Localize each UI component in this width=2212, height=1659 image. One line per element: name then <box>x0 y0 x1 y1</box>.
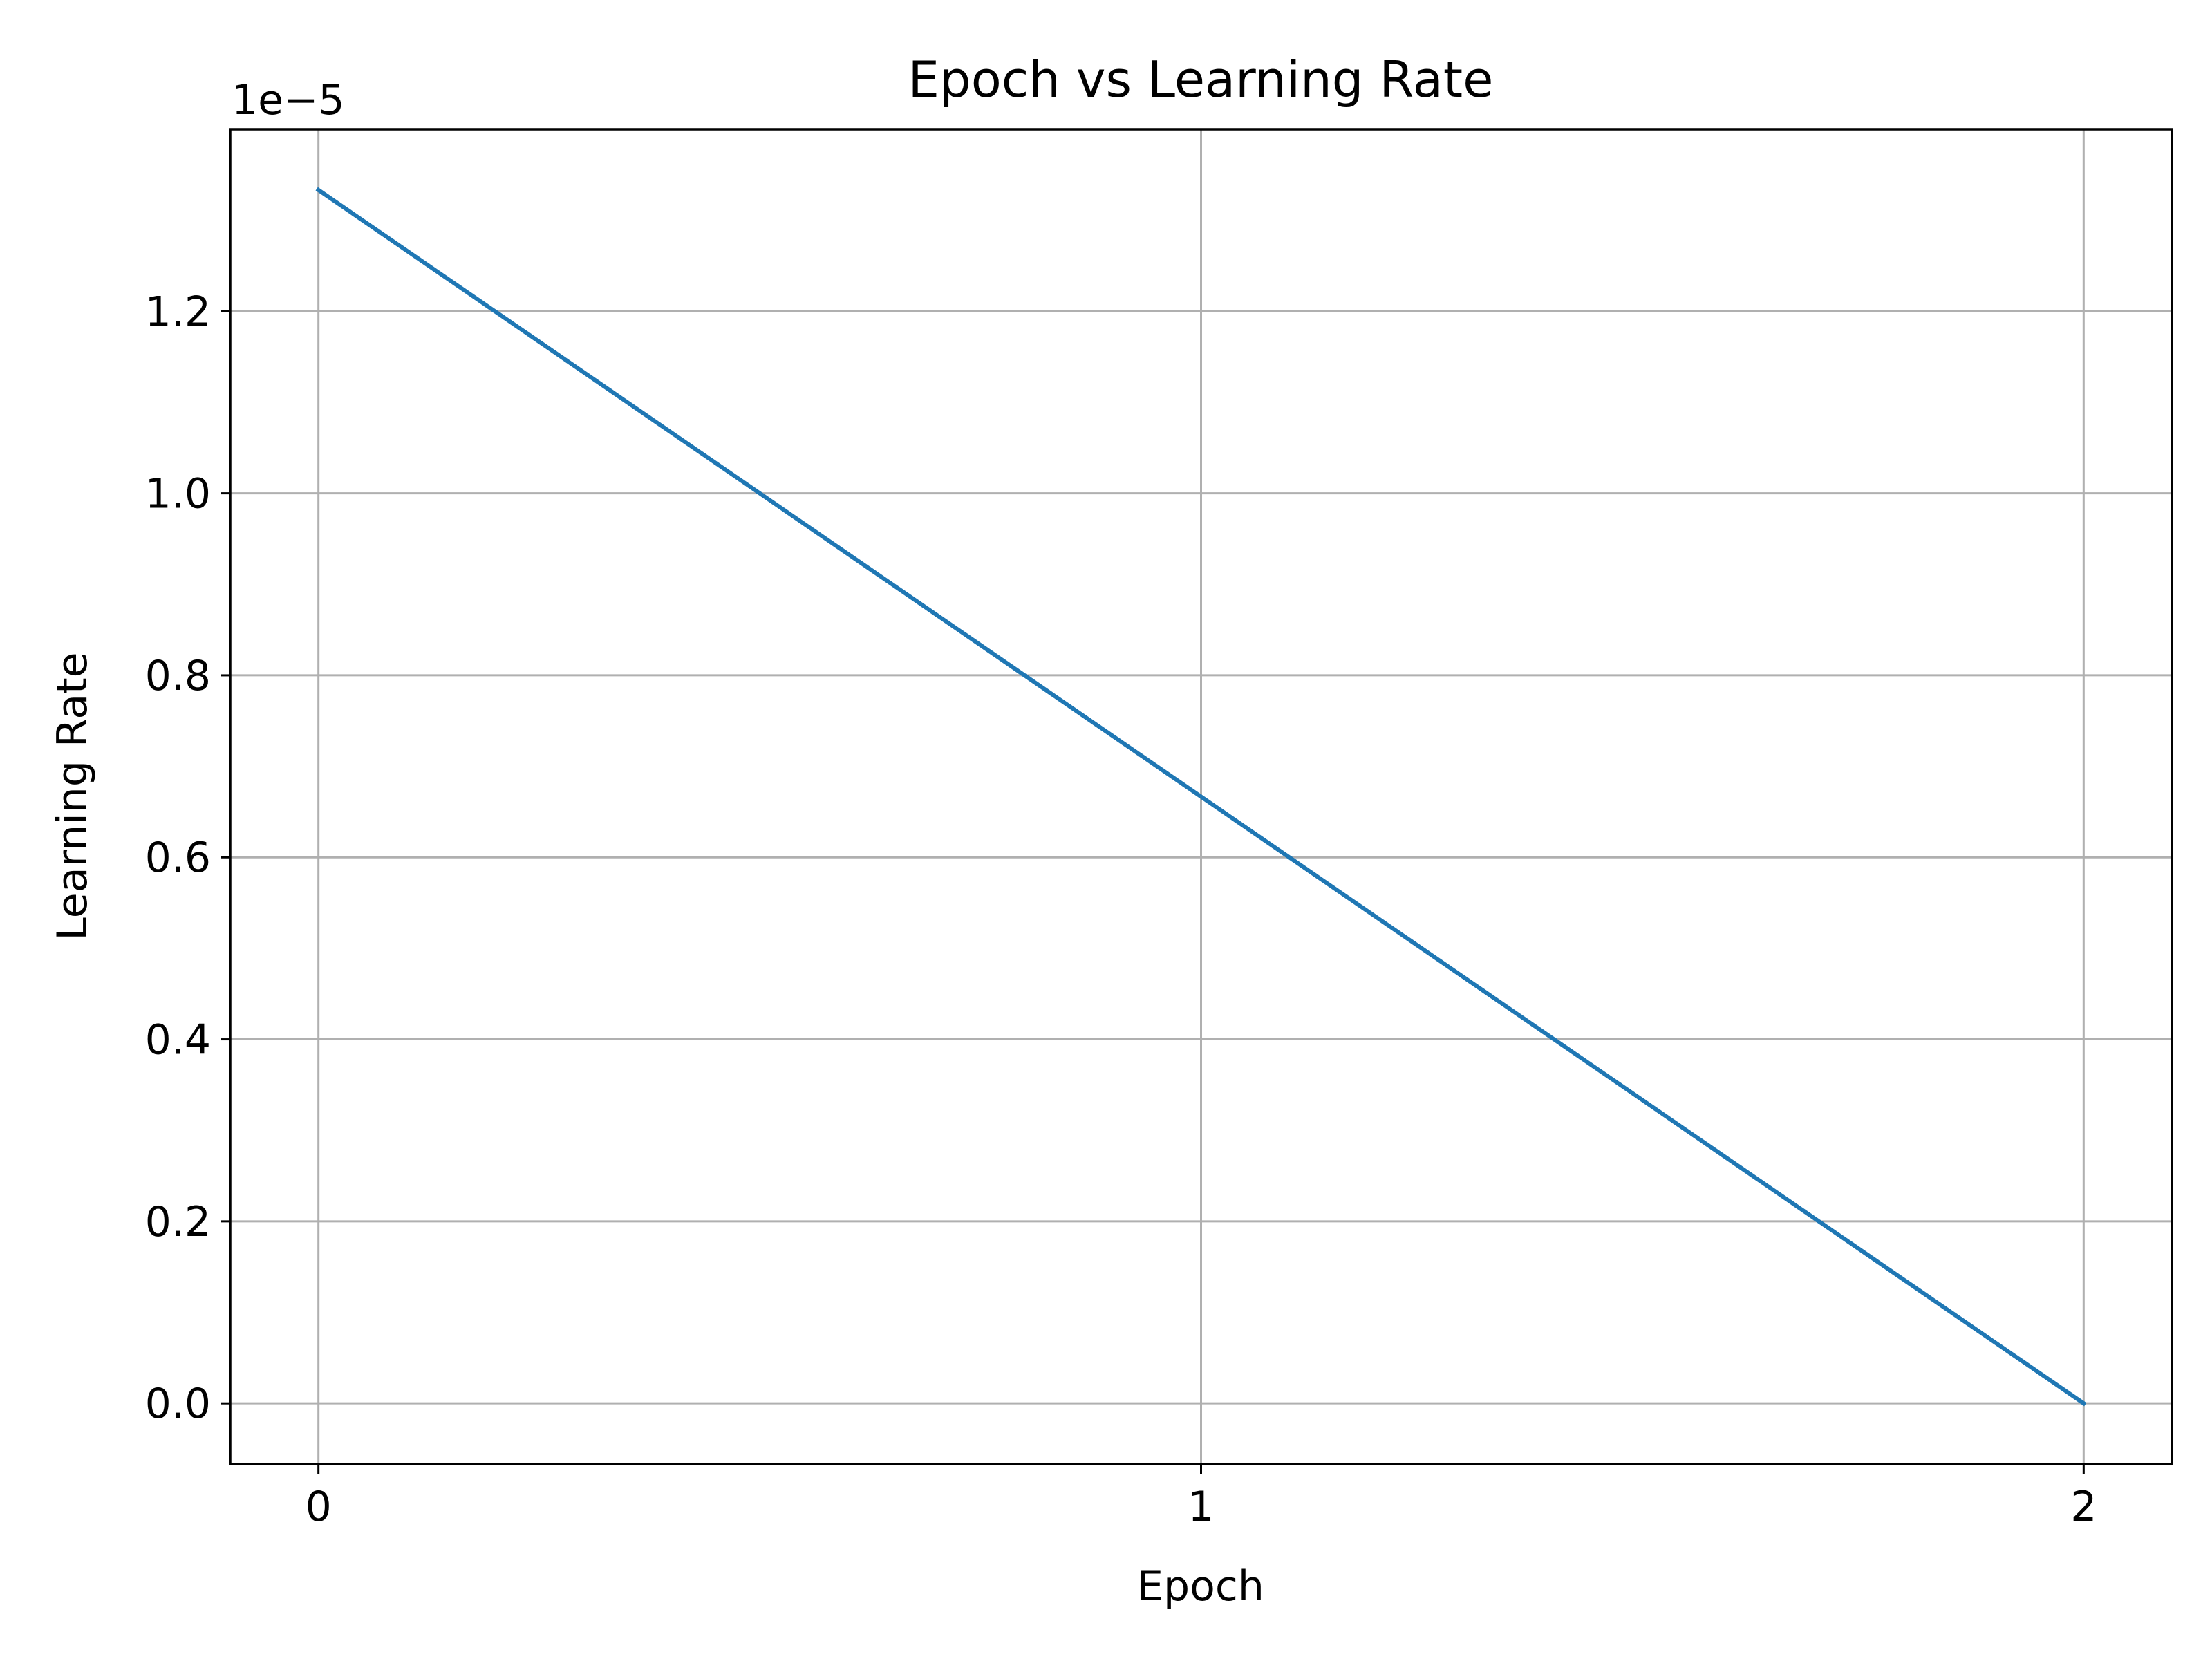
grid-layer <box>230 129 2172 1464</box>
series-line <box>315 187 2087 1407</box>
y-axis-label: Learning Rate <box>48 652 97 940</box>
x-tick-label: 0 <box>306 1483 332 1531</box>
y-tick-label: 0.2 <box>145 1198 211 1246</box>
series-layer <box>315 187 2087 1407</box>
y-tick-label: 1.0 <box>145 470 211 518</box>
y-offset-label: 1e−5 <box>232 76 345 124</box>
y-tick-label: 0.8 <box>145 652 211 700</box>
chart-title: Epoch vs Learning Rate <box>908 50 1494 109</box>
y-tick-label: 1.2 <box>145 288 211 336</box>
x-axis-label: Epoch <box>1137 1562 1264 1611</box>
x-tick-label: 2 <box>2070 1483 2097 1531</box>
y-tick-label: 0.6 <box>145 834 211 882</box>
x-tick-label: 1 <box>1188 1483 1214 1531</box>
y-tick-label: 0.4 <box>145 1016 211 1065</box>
tick-layer: 0 1 2 0.0 0.2 0.4 0.6 0.8 1.0 1.2 <box>145 288 2097 1531</box>
y-tick-label: 0.0 <box>145 1380 211 1428</box>
